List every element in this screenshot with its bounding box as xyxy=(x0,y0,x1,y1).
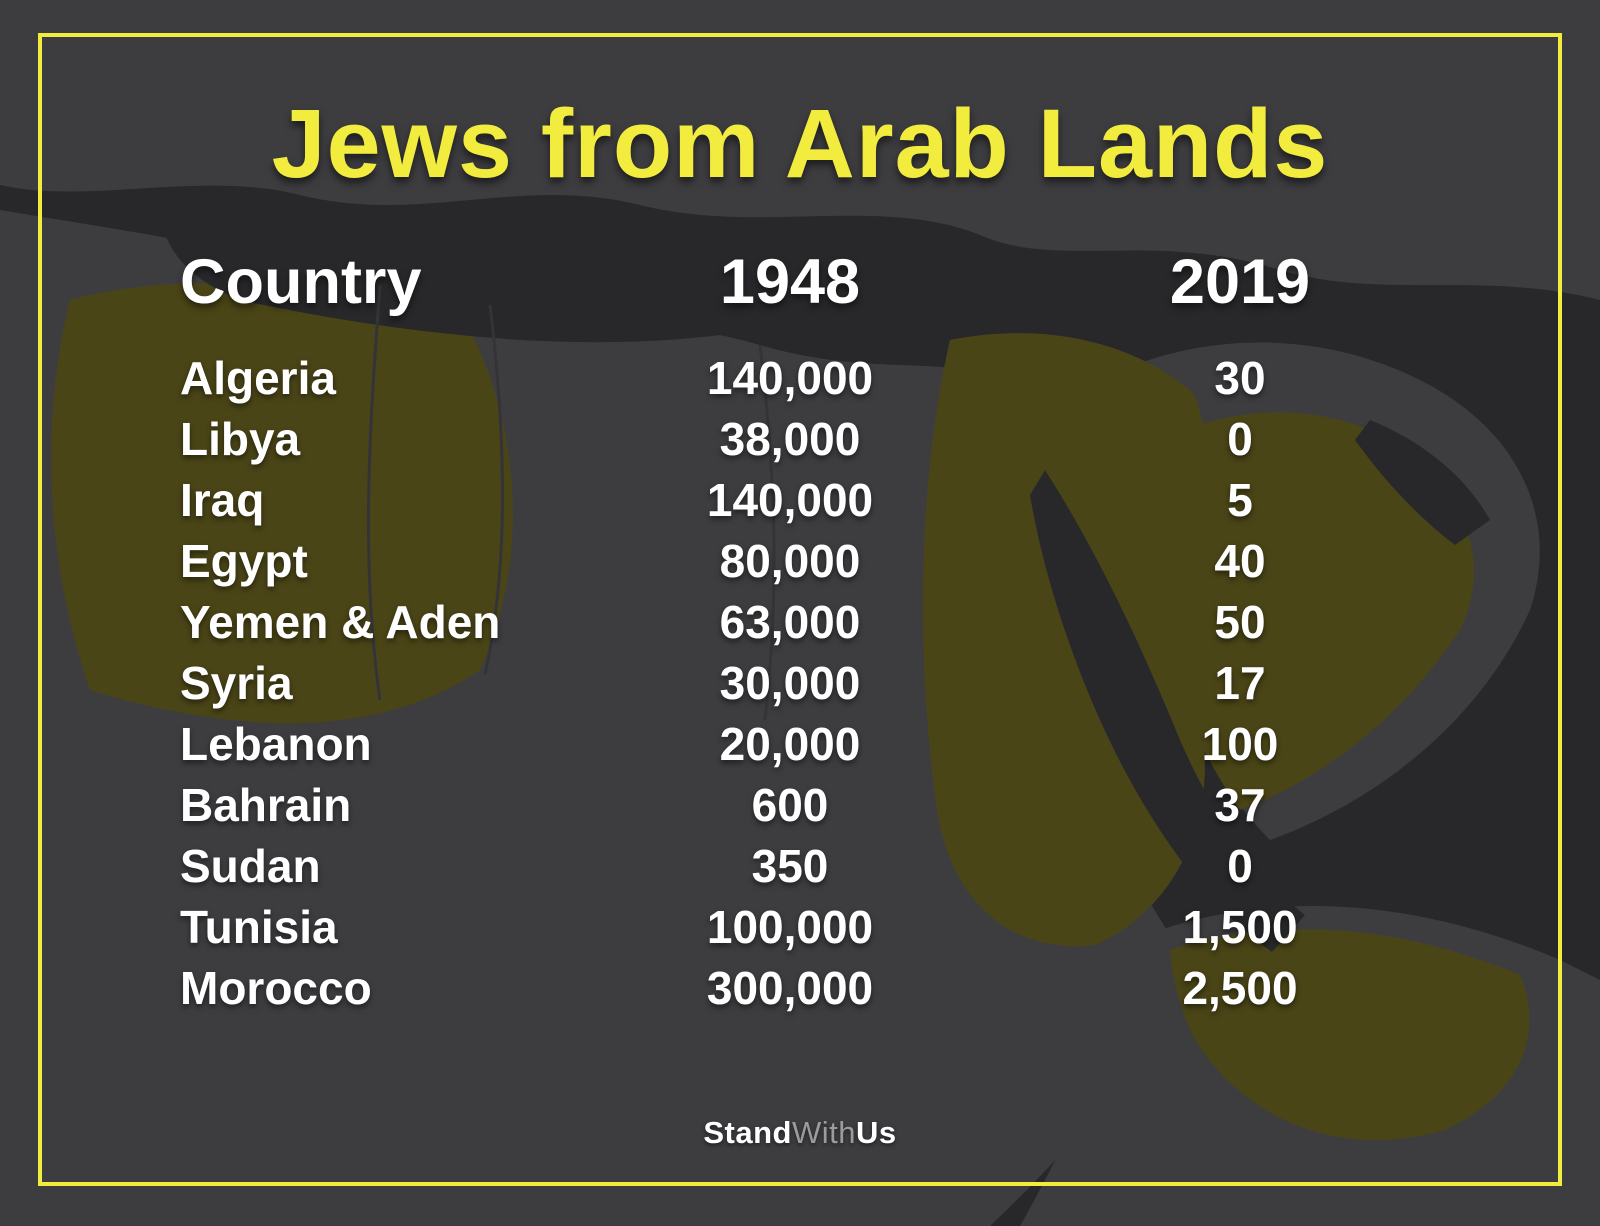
value-2019-cell: 2,500 xyxy=(1182,962,1298,1014)
page-title: Jews from Arab Lands xyxy=(271,89,1329,198)
footer-brand: StandWithUs xyxy=(0,1115,1600,1151)
value-1948-cell: 600 xyxy=(751,779,829,831)
value-2019-cell: 40 xyxy=(1214,535,1266,587)
table-row: Sudan 350 0 xyxy=(180,836,1480,897)
value-2019-cell: 30 xyxy=(1214,352,1266,404)
column-header-1948: 1948 xyxy=(719,247,861,317)
country-cell: Syria xyxy=(180,657,293,709)
table-row: Egypt 80,000 40 xyxy=(180,531,1480,592)
column-header-country: Country xyxy=(180,247,422,317)
value-1948-cell: 140,000 xyxy=(706,474,874,526)
table-header: Country 1948 2019 xyxy=(180,246,1480,318)
table-row: Syria 30,000 17 xyxy=(180,653,1480,714)
value-1948-cell: 63,000 xyxy=(719,596,861,648)
table-row: Tunisia 100,000 1,500 xyxy=(180,897,1480,958)
value-2019-cell: 17 xyxy=(1214,657,1266,709)
table-row: Algeria 140,000 30 xyxy=(180,348,1480,409)
value-1948-cell: 300,000 xyxy=(706,962,874,1014)
column-header-2019: 2019 xyxy=(1169,247,1311,317)
country-cell: Lebanon xyxy=(180,718,372,770)
table-row: Morocco 300,000 2,500 xyxy=(180,958,1480,1019)
country-cell: Morocco xyxy=(180,962,372,1014)
brand-part-stand: Stand xyxy=(703,1115,792,1150)
country-cell: Yemen & Aden xyxy=(180,596,501,648)
value-1948-cell: 20,000 xyxy=(719,718,861,770)
value-1948-cell: 350 xyxy=(751,840,829,892)
table-row: Iraq 140,000 5 xyxy=(180,470,1480,531)
country-cell: Tunisia xyxy=(180,901,338,953)
table-row: Bahrain 600 37 xyxy=(180,775,1480,836)
value-2019-cell: 37 xyxy=(1214,779,1266,831)
value-2019-cell: 5 xyxy=(1227,474,1253,526)
country-cell: Egypt xyxy=(180,535,308,587)
table-row: Libya 38,000 0 xyxy=(180,409,1480,470)
value-1948-cell: 38,000 xyxy=(719,413,861,465)
brand-part-with: With xyxy=(791,1115,856,1150)
value-1948-cell: 140,000 xyxy=(706,352,874,404)
country-cell: Algeria xyxy=(180,352,336,404)
value-2019-cell: 1,500 xyxy=(1182,901,1298,953)
country-cell: Libya xyxy=(180,413,301,465)
value-1948-cell: 100,000 xyxy=(706,901,874,953)
value-2019-cell: 0 xyxy=(1227,840,1253,892)
data-table: Algeria 140,000 30 Libya 38,000 0 Iraq 1… xyxy=(0,348,1600,1019)
value-1948-cell: 30,000 xyxy=(719,657,861,709)
country-cell: Iraq xyxy=(180,474,265,526)
value-2019-cell: 100 xyxy=(1201,718,1279,770)
brand-part-us: Us xyxy=(855,1115,897,1150)
table-row: Yemen & Aden 63,000 50 xyxy=(180,592,1480,653)
value-2019-cell: 0 xyxy=(1227,413,1253,465)
value-2019-cell: 50 xyxy=(1214,596,1266,648)
value-1948-cell: 80,000 xyxy=(719,535,861,587)
country-cell: Bahrain xyxy=(180,779,352,831)
table-row: Lebanon 20,000 100 xyxy=(180,714,1480,775)
country-cell: Sudan xyxy=(180,840,321,892)
